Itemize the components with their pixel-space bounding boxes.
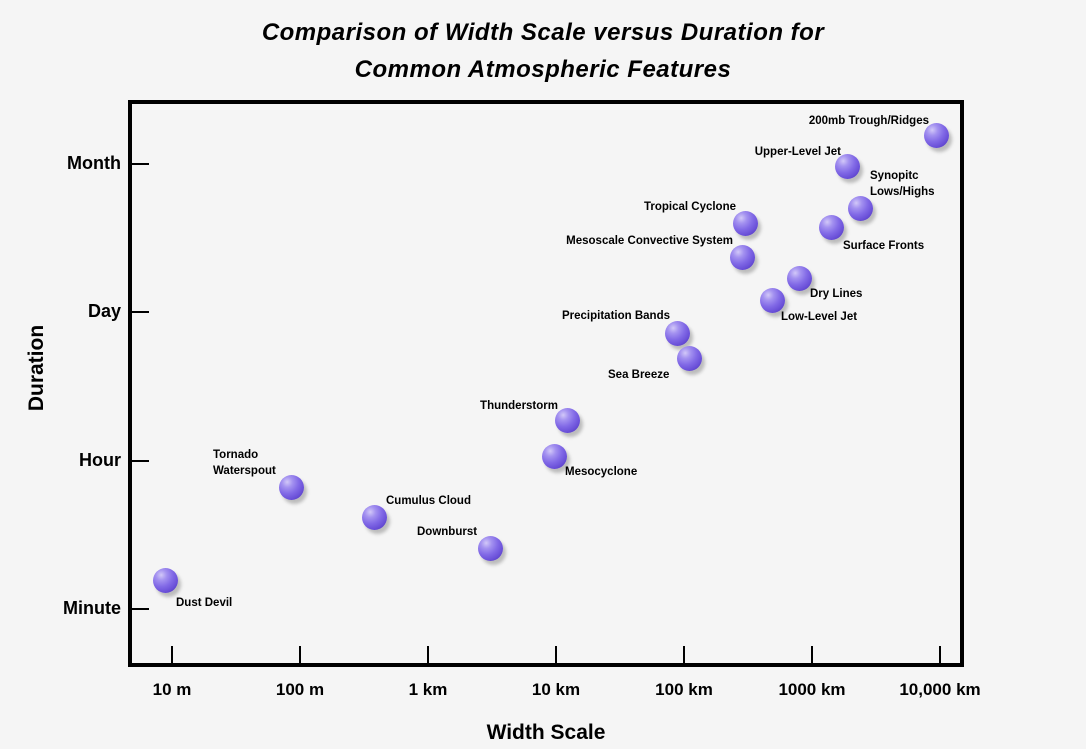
x-tick-mark <box>555 646 557 663</box>
data-point-ball <box>759 287 785 313</box>
data-point-label: Dry Lines <box>810 288 863 300</box>
plot-area <box>128 100 964 667</box>
x-tick-mark <box>683 646 685 663</box>
data-point-ball <box>676 345 702 371</box>
data-point-label: Tropical Cyclone <box>643 201 736 213</box>
data-point-ball <box>848 196 874 221</box>
chart-title-line1: Comparison of Width Scale versus Duratio… <box>261 19 825 46</box>
y-tick-label: Month <box>67 153 121 173</box>
chart-title-line2: Common Atmospheric Features <box>354 56 732 83</box>
y-tick-mark <box>132 311 149 313</box>
data-point-ball <box>732 210 758 236</box>
x-tick-label: 100 km <box>655 680 713 699</box>
data-point-ball <box>786 265 812 291</box>
x-tick-label: 10,000 km <box>899 680 981 699</box>
data-point-ball <box>818 215 844 241</box>
data-point-label: Low-Level Jet <box>781 311 858 323</box>
x-axis-title: Width Scale <box>486 721 606 744</box>
chart-title: Comparison of Width Scale versus Duratio… <box>0 14 1086 88</box>
data-point-ball <box>153 568 179 594</box>
data-point-ball <box>478 535 504 561</box>
data-point-label: Mesoscale Convective System <box>566 235 733 247</box>
x-tick-label: 1 km <box>408 680 448 699</box>
data-point-label: Thunderstorm <box>480 400 558 412</box>
data-point-label: Mesocyclone <box>565 466 638 478</box>
y-tick-label: Hour <box>79 450 121 470</box>
data-point-label: Tornado Waterspout <box>213 449 276 477</box>
x-tick-label: 10 m <box>152 680 192 699</box>
x-tick-mark <box>299 646 301 663</box>
data-point-ball <box>835 154 861 180</box>
x-tick-mark <box>171 646 173 663</box>
x-tick-label: 10 km <box>531 680 581 699</box>
data-point-label: Surface Fronts <box>843 240 925 252</box>
x-tick-label: 100 m <box>275 680 325 699</box>
x-tick-mark <box>939 646 941 663</box>
x-tick-mark <box>427 646 429 663</box>
x-tick-mark <box>811 646 813 663</box>
data-point-ball <box>278 474 304 500</box>
y-tick-mark <box>132 608 149 610</box>
x-tick-label: 1000 km <box>778 680 846 699</box>
data-point-label: Sea Breeze <box>608 369 670 381</box>
data-point-ball <box>730 244 756 270</box>
data-point-ball <box>542 443 568 469</box>
data-point-label: 200mb Trough/Ridges <box>808 115 929 127</box>
data-point-label: Cumulus Cloud <box>386 495 471 507</box>
data-point-ball <box>923 123 949 149</box>
y-tick-mark <box>132 163 149 165</box>
data-point-ball <box>361 504 387 530</box>
data-point-label: Synopitc Lows/Highs <box>870 170 935 198</box>
data-point-ball <box>555 408 581 434</box>
y-tick-label: Day <box>87 301 121 321</box>
y-tick-mark <box>132 460 149 462</box>
data-point-label: Precipitation Bands <box>562 310 670 322</box>
data-point-ball <box>665 320 691 346</box>
data-point-label: Upper-Level Jet <box>754 146 841 158</box>
data-point-label: Downburst <box>417 526 478 538</box>
y-tick-label: Minute <box>63 598 121 618</box>
y-axis-title: Duration <box>25 324 48 412</box>
data-point-label: Dust Devil <box>176 597 233 609</box>
